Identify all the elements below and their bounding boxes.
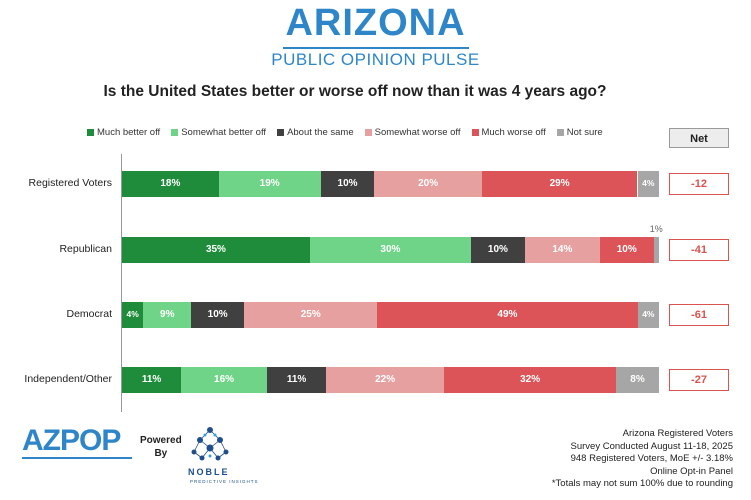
chart-legend: Much better off Somewhat better off About …: [87, 126, 614, 138]
data-label: 16%: [214, 374, 235, 385]
survey-info: Arizona Registered Voters Survey Conducte…: [552, 428, 733, 491]
bar-segment: [244, 302, 378, 328]
bar-segment: [653, 237, 659, 263]
legend-label: Not sure: [566, 126, 603, 138]
legend-label: Much better off: [97, 126, 161, 138]
data-label: 4%: [126, 309, 139, 319]
data-label: 10%: [616, 244, 637, 255]
powered-by-line-2: By: [154, 448, 168, 459]
bar-segment: [326, 367, 445, 393]
legend-item: Much worse off: [471, 126, 546, 138]
noble-logo-subtext: PREDICTIVE INSIGHTS: [190, 479, 259, 484]
y-axis-line: [121, 154, 122, 412]
data-label: 19%: [259, 178, 280, 189]
data-label: 32%: [520, 374, 541, 385]
bar-segment: [524, 237, 600, 263]
legend-label: Somewhat worse off: [374, 126, 461, 138]
data-label: 35%: [205, 244, 226, 255]
brand-subtitle: PUBLIC OPINION PULSE: [271, 50, 480, 69]
bar-segment: [218, 171, 321, 197]
category-label: Independent/Other: [24, 373, 112, 385]
bar-segment: [122, 302, 144, 328]
survey-info-line: Arizona Registered Voters: [622, 428, 733, 439]
legend-item: Somewhat better off: [171, 127, 266, 138]
data-label: 14%: [552, 244, 573, 255]
bar-segment: [637, 302, 659, 328]
bar-segment: [122, 237, 310, 263]
category-label: Republican: [59, 243, 112, 255]
data-label: 10%: [487, 244, 508, 255]
brand-underline: [283, 47, 469, 49]
data-label: 22%: [375, 374, 396, 385]
data-label: 4%: [642, 178, 655, 188]
bar-segment: [122, 171, 219, 197]
data-label: 11%: [286, 374, 307, 385]
bar-segment: [637, 171, 659, 197]
data-label: 1%: [649, 224, 663, 234]
survey-info-line: 948 Registered Voters, MoE +/- 3.18%: [570, 453, 733, 464]
bar-segment: [481, 171, 638, 197]
data-label: 8%: [630, 374, 645, 385]
category-label: Democrat: [66, 308, 112, 320]
legend-item: Somewhat worse off: [364, 126, 461, 138]
legend-item: Much better off: [87, 127, 160, 138]
data-label: 10%: [337, 178, 358, 189]
data-label: 25%: [300, 309, 321, 320]
legend-swatch: [277, 128, 285, 136]
bar-segment: [181, 367, 267, 393]
bar-segment: [374, 171, 482, 197]
data-label: 29%: [549, 178, 570, 189]
powered-by-line-1: Powered: [140, 435, 182, 446]
chart-title: Is the United States better or worse off…: [103, 83, 607, 100]
bar-segment: [267, 367, 327, 393]
data-label: 30%: [380, 244, 401, 255]
data-label: 11%: [141, 374, 162, 385]
bar-segment: [377, 302, 638, 328]
data-label: 20%: [418, 178, 439, 189]
survey-info-line: Online Opt-in Panel: [650, 465, 733, 477]
legend-swatch: [364, 128, 372, 136]
azpop-logo: AZPOP: [22, 424, 121, 457]
legend-label: Much worse off: [481, 126, 546, 138]
bar-segment: [191, 302, 245, 328]
data-label: 4%: [642, 309, 655, 319]
bar-segment: [122, 367, 182, 393]
survey-info-line: *Totals may not sum 100% due to rounding: [551, 478, 733, 489]
bar-segment: [444, 367, 616, 393]
data-label: 9%: [160, 309, 175, 320]
category-label: Registered Voters: [28, 177, 112, 189]
bar-segment: [320, 171, 375, 197]
legend-swatch: [171, 128, 179, 136]
bar-segment: [471, 237, 525, 263]
powered-by-label: Powered By: [140, 434, 182, 460]
net-value: -12: [669, 173, 729, 195]
bar-segment: [616, 367, 659, 393]
legend-item: Not sure: [556, 126, 603, 138]
legend-swatch: [87, 128, 94, 136]
net-value: -41: [669, 239, 729, 261]
data-label: 10%: [207, 309, 228, 320]
noble-logo-icon: [191, 427, 229, 461]
legend-label: About the same: [287, 126, 354, 138]
net-header: Net: [669, 128, 729, 148]
noble-logo-text: NOBLE: [188, 467, 230, 477]
brand-name: ARIZONA: [285, 2, 466, 44]
bar-segment: [143, 302, 192, 328]
legend-item: About the same: [277, 127, 354, 138]
survey-info-line: Survey Conducted August 11-18, 2025: [570, 440, 734, 452]
net-value: -61: [669, 304, 729, 326]
net-value: -27: [669, 369, 729, 391]
bar-segment: [599, 237, 654, 263]
legend-swatch: [471, 128, 479, 136]
legend-label: Somewhat better off: [181, 126, 267, 138]
data-label: 49%: [497, 309, 518, 320]
data-label: 18%: [160, 178, 181, 189]
legend-swatch: [556, 128, 564, 136]
azpop-logo-underline: [22, 457, 132, 459]
bar-segment: [309, 237, 471, 263]
